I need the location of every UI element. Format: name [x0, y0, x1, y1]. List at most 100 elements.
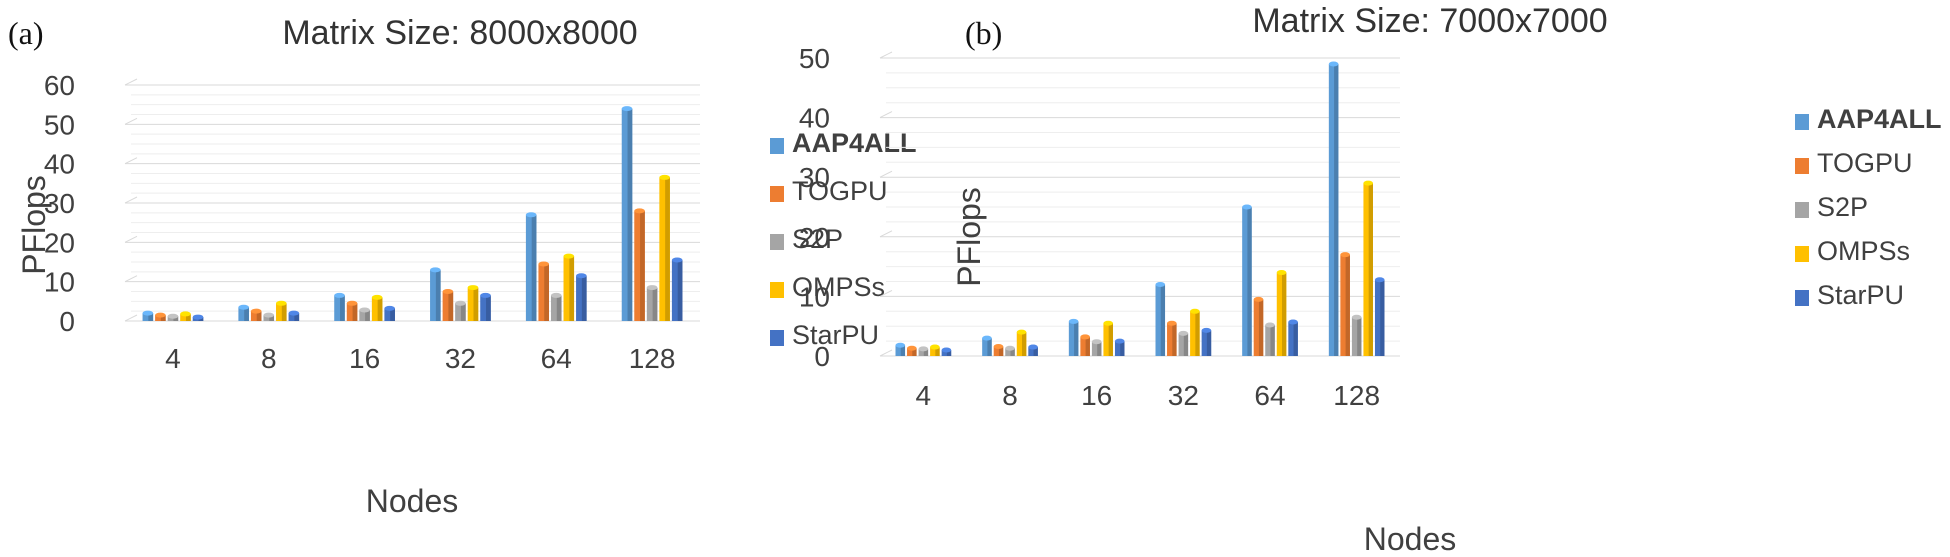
bar	[1328, 61, 1339, 357]
bar-side	[923, 348, 929, 356]
bar-side	[148, 313, 154, 321]
legend-label: TOGPU	[792, 176, 888, 206]
bar-front	[941, 350, 952, 356]
legend-swatch	[1795, 202, 1809, 218]
bar	[455, 300, 466, 321]
bar-front	[1363, 183, 1373, 356]
bar-front	[634, 210, 645, 321]
bar-side	[435, 269, 441, 321]
bar-side	[1345, 254, 1350, 356]
bar	[480, 292, 491, 321]
bar-side	[1258, 299, 1264, 356]
legend-item: S2P	[1795, 192, 1868, 222]
bar-side	[581, 275, 587, 321]
bar-front	[525, 214, 537, 321]
bar	[180, 311, 191, 321]
x-axis-title: Nodes	[366, 483, 459, 519]
bar-top	[346, 300, 358, 306]
bar-side	[185, 313, 191, 321]
bar-top	[334, 292, 345, 298]
bar-top	[930, 344, 940, 350]
bar-side	[1368, 183, 1373, 356]
bar-side	[1120, 341, 1125, 356]
bar-side	[1022, 332, 1027, 356]
bar-front	[430, 269, 441, 321]
bar-side	[556, 295, 562, 321]
bar-front	[276, 303, 287, 321]
bar	[1080, 334, 1090, 356]
bar-side	[1357, 317, 1362, 356]
bar	[1155, 281, 1166, 356]
bar-front	[1242, 207, 1252, 356]
bar	[907, 345, 917, 356]
bar-front	[467, 287, 479, 321]
bar	[563, 253, 575, 321]
gridline-depth	[124, 196, 138, 204]
bar	[918, 346, 929, 356]
bar-front	[1276, 272, 1287, 356]
legend-label: S2P	[1817, 192, 1868, 222]
bar-side	[935, 347, 940, 356]
bar-front	[1265, 325, 1275, 356]
x-tick-label: 32	[445, 343, 476, 374]
x-tick-label: 4	[916, 380, 932, 411]
bar-side	[1033, 347, 1038, 356]
bar-side	[1247, 207, 1252, 356]
bar-side	[1334, 63, 1339, 357]
bar-side	[486, 295, 491, 321]
legend-swatch	[770, 138, 784, 154]
legend-swatch	[1795, 158, 1809, 174]
bar-top	[1374, 277, 1385, 283]
y-tick-label: 0	[59, 306, 75, 337]
bar-front	[288, 313, 300, 321]
bar	[1103, 320, 1113, 356]
bar-front	[1253, 299, 1264, 356]
bar	[263, 312, 275, 321]
bar-top	[142, 310, 154, 316]
bar	[1363, 180, 1373, 356]
legend-item: StarPU	[1795, 280, 1904, 310]
gridline-depth	[124, 314, 138, 322]
x-tick-label: 32	[1168, 380, 1199, 411]
bar-side	[998, 346, 1004, 356]
bar-side	[1108, 323, 1113, 356]
bar-top	[1276, 270, 1287, 276]
bar-top	[430, 267, 441, 273]
bar-side	[365, 309, 370, 321]
y-tick-label: 20	[799, 222, 830, 253]
bar-top	[918, 346, 929, 352]
bar	[371, 294, 383, 321]
legend-item: AAP4ALL	[1795, 104, 1942, 134]
bar-side	[1010, 348, 1015, 356]
bar	[659, 174, 670, 321]
bar-top	[982, 335, 992, 341]
chart-title: Matrix Size: 7000x7000	[1252, 2, 1607, 40]
bar-front	[334, 295, 345, 321]
bar	[430, 267, 441, 321]
bar-side	[569, 256, 575, 321]
chart-panel-b: (b) Matrix Size: 7000x7000 0 10 20 30 40 50 4 8…	[799, 2, 1942, 557]
legend-label: StarPU	[792, 320, 879, 350]
bar-top	[907, 345, 917, 351]
bar-top	[1068, 318, 1079, 324]
bar-top	[455, 300, 466, 306]
bar-front	[1190, 311, 1200, 356]
y-axis-title: PFlops	[16, 175, 52, 275]
x-tick-label: 64	[1254, 380, 1285, 411]
x-axis-title: Nodes	[1364, 521, 1457, 557]
bar	[671, 257, 683, 321]
bar-front	[1328, 63, 1339, 357]
bar-top	[1005, 345, 1015, 351]
y-tick-label: 10	[799, 281, 830, 312]
bar-top	[563, 253, 575, 259]
bar	[1016, 329, 1027, 356]
chart-panel-a: (a) Matrix Size: 8000x8000 0102030405060…	[8, 14, 917, 519]
bar-top	[1103, 320, 1113, 326]
bar-top	[1288, 319, 1298, 325]
bar	[930, 344, 940, 356]
bar-top	[525, 212, 537, 218]
bar-front	[263, 315, 275, 321]
x-tick-label: 4	[165, 343, 181, 374]
y-tick-label: 40	[44, 149, 75, 180]
bar-top	[1167, 320, 1177, 326]
